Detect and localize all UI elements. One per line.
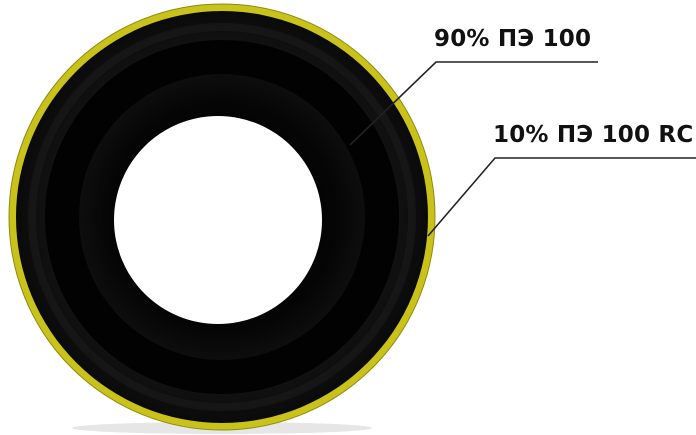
outer-layer-leader-line — [427, 157, 696, 237]
outer-layer-edge — [8, 3, 436, 431]
pipe-bore — [114, 116, 322, 324]
outer-layer-label: 10% ПЭ 100 RC — [493, 122, 694, 148]
inner-layer-label: 90% ПЭ 100 — [434, 26, 592, 52]
inner-layer-dark-ring — [45, 40, 399, 394]
inner-layer-shade-ring — [28, 23, 416, 411]
inner-layer-leader-line — [349, 61, 598, 146]
